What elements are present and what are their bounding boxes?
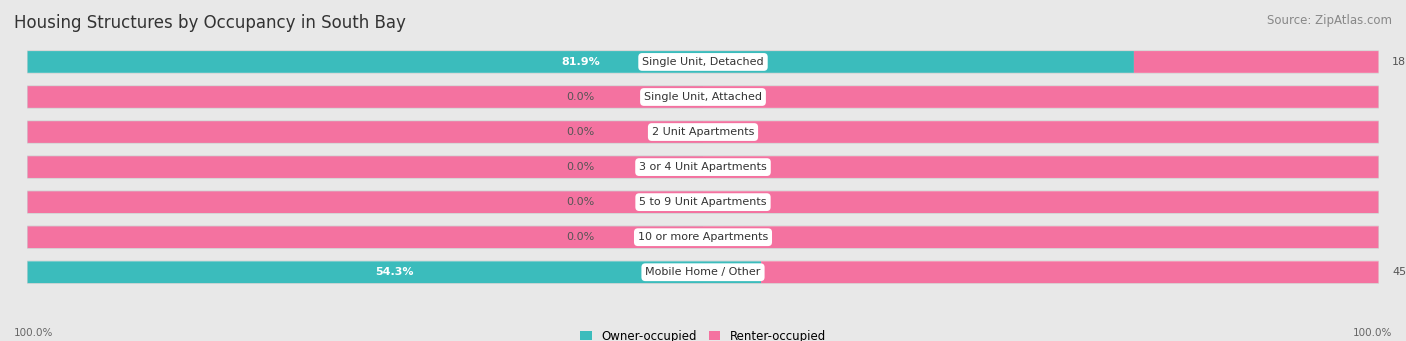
FancyBboxPatch shape: [703, 51, 1378, 73]
FancyBboxPatch shape: [703, 261, 1378, 283]
Text: Single Unit, Attached: Single Unit, Attached: [644, 92, 762, 102]
Text: 100.0%: 100.0%: [681, 92, 725, 102]
FancyBboxPatch shape: [28, 226, 1378, 248]
Text: 100.0%: 100.0%: [681, 162, 725, 172]
FancyBboxPatch shape: [28, 226, 703, 248]
FancyBboxPatch shape: [28, 121, 1378, 143]
FancyBboxPatch shape: [28, 51, 1378, 73]
Text: 0.0%: 0.0%: [567, 197, 595, 207]
FancyBboxPatch shape: [28, 191, 1378, 213]
Text: 100.0%: 100.0%: [1353, 328, 1392, 338]
Text: 5 to 9 Unit Apartments: 5 to 9 Unit Apartments: [640, 197, 766, 207]
Text: 100.0%: 100.0%: [681, 232, 725, 242]
Text: 0.0%: 0.0%: [567, 127, 595, 137]
FancyBboxPatch shape: [28, 156, 1378, 178]
FancyBboxPatch shape: [28, 226, 1378, 248]
FancyBboxPatch shape: [28, 156, 703, 178]
Text: 3 or 4 Unit Apartments: 3 or 4 Unit Apartments: [640, 162, 766, 172]
FancyBboxPatch shape: [28, 121, 703, 143]
Text: 10 or more Apartments: 10 or more Apartments: [638, 232, 768, 242]
FancyBboxPatch shape: [28, 261, 1378, 283]
FancyBboxPatch shape: [761, 261, 1378, 283]
Text: 18.1%: 18.1%: [1392, 57, 1406, 67]
Text: Mobile Home / Other: Mobile Home / Other: [645, 267, 761, 277]
FancyBboxPatch shape: [28, 261, 761, 283]
Text: 100.0%: 100.0%: [14, 328, 53, 338]
FancyBboxPatch shape: [28, 86, 1378, 108]
Text: 54.3%: 54.3%: [375, 267, 413, 277]
Text: Housing Structures by Occupancy in South Bay: Housing Structures by Occupancy in South…: [14, 14, 406, 32]
FancyBboxPatch shape: [28, 191, 703, 213]
Legend: Owner-occupied, Renter-occupied: Owner-occupied, Renter-occupied: [579, 330, 827, 341]
Text: 45.7%: 45.7%: [1392, 267, 1406, 277]
Text: 100.0%: 100.0%: [681, 127, 725, 137]
Text: 0.0%: 0.0%: [567, 162, 595, 172]
FancyBboxPatch shape: [28, 156, 1378, 178]
FancyBboxPatch shape: [28, 121, 1378, 143]
FancyBboxPatch shape: [28, 191, 1378, 213]
Text: 0.0%: 0.0%: [567, 232, 595, 242]
Text: 81.9%: 81.9%: [561, 57, 600, 67]
Text: Single Unit, Detached: Single Unit, Detached: [643, 57, 763, 67]
FancyBboxPatch shape: [28, 86, 703, 108]
Text: 0.0%: 0.0%: [567, 92, 595, 102]
Text: 100.0%: 100.0%: [681, 197, 725, 207]
FancyBboxPatch shape: [28, 51, 1133, 73]
Text: 2 Unit Apartments: 2 Unit Apartments: [652, 127, 754, 137]
Text: Source: ZipAtlas.com: Source: ZipAtlas.com: [1267, 14, 1392, 27]
FancyBboxPatch shape: [1133, 51, 1378, 73]
FancyBboxPatch shape: [28, 86, 1378, 108]
